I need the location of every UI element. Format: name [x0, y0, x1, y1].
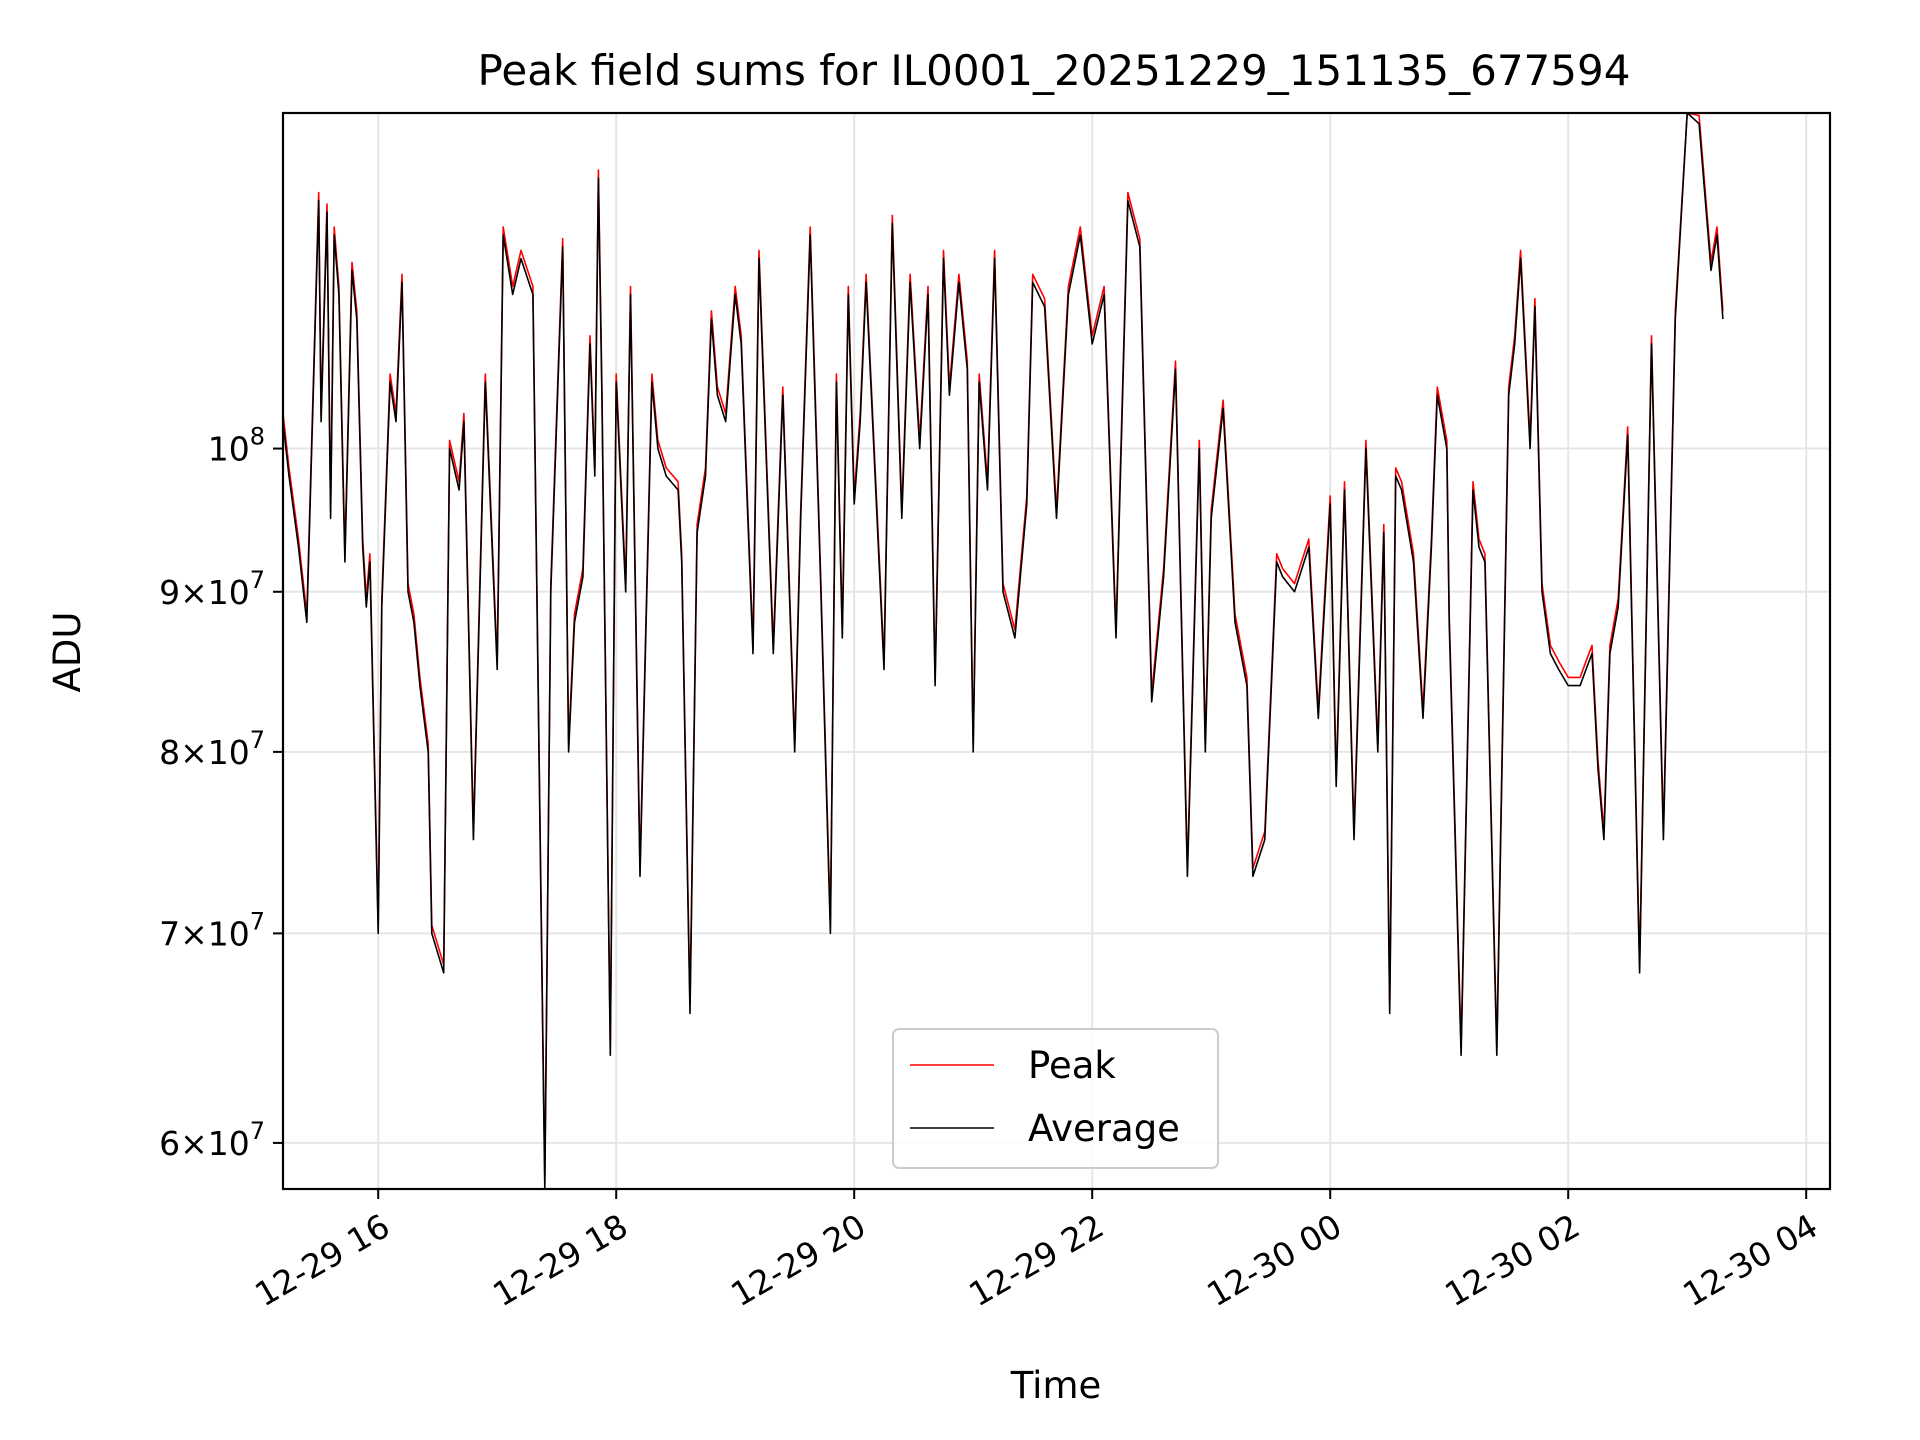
- y-tick-label: 9×107: [159, 566, 265, 612]
- y-axis-label: ADU: [46, 612, 89, 693]
- legend: Peak Average: [892, 1028, 1219, 1169]
- gridlines: [283, 113, 1830, 1189]
- y-tick-label: 8×107: [159, 726, 265, 772]
- series-line-average: [282, 112, 1724, 1190]
- legend-box: [892, 1028, 1219, 1169]
- legend-label-average: Average: [1028, 1107, 1180, 1150]
- y-tick-label: 6×107: [159, 1117, 265, 1163]
- y-tick-label: 108: [208, 423, 265, 469]
- y-axis: 6×107 7×107 8×107 9×107 108: [159, 423, 283, 1163]
- legend-label-peak: Peak: [1028, 1044, 1116, 1087]
- chart-title: Peak field sums for IL0001_20251229_1511…: [478, 46, 1631, 95]
- plot-frame: [281, 111, 1832, 1191]
- x-axis-label: Time: [1010, 1364, 1102, 1407]
- series-layer: [282, 112, 1724, 1190]
- y-tick-label: 7×107: [159, 907, 265, 953]
